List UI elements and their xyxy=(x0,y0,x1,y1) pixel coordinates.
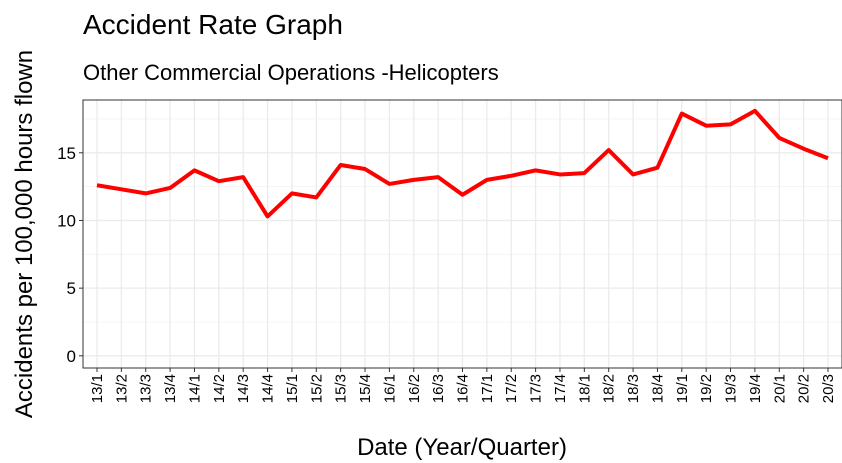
x-tick-label: 20/1 xyxy=(771,374,788,403)
x-tick-label: 19/4 xyxy=(747,374,764,403)
x-tick-label: 17/2 xyxy=(503,374,520,403)
x-tick-label: 20/3 xyxy=(820,374,837,403)
chart-subtitle: Other Commercial Operations -Helicopters xyxy=(83,60,499,85)
y-axis-label: Accidents per 100,000 hours flown xyxy=(11,50,38,418)
chart-title: Accident Rate Graph xyxy=(83,9,343,40)
x-tick-label: 15/2 xyxy=(308,374,325,403)
x-tick-label: 17/4 xyxy=(552,374,569,403)
x-tick-label: 18/2 xyxy=(601,374,618,403)
x-tick-label: 16/1 xyxy=(381,374,398,403)
y-tick-label: 5 xyxy=(67,279,76,298)
x-tick-label: 13/4 xyxy=(162,374,179,403)
x-tick-label: 15/4 xyxy=(357,374,374,403)
x-tick-label: 15/1 xyxy=(284,374,301,403)
x-tick-label: 14/2 xyxy=(211,374,228,403)
y-tick-label: 10 xyxy=(57,211,76,230)
plot-border xyxy=(82,99,842,369)
x-tick-label: 14/1 xyxy=(186,374,203,403)
x-tick-label: 14/3 xyxy=(235,374,252,403)
x-tick-label: 13/2 xyxy=(113,374,130,403)
x-axis-label: Date (Year/Quarter) xyxy=(357,434,567,461)
x-tick-label: 17/3 xyxy=(528,374,545,403)
y-tick-label: 15 xyxy=(57,144,76,163)
x-tick-label: 16/4 xyxy=(455,374,472,403)
line-series xyxy=(96,108,829,219)
x-tick-label: 20/2 xyxy=(796,374,813,403)
x-tick-label: 14/4 xyxy=(260,374,277,403)
x-tick-label: 19/3 xyxy=(723,374,740,403)
x-tick-label: 13/3 xyxy=(138,374,155,403)
x-tick-label: 19/1 xyxy=(674,374,691,403)
x-tick-label: 18/3 xyxy=(625,374,642,403)
x-tick-label: 16/2 xyxy=(406,374,423,403)
x-tick-label: 17/1 xyxy=(479,374,496,403)
x-tick-label: 16/3 xyxy=(430,374,447,403)
x-tick-label: 18/1 xyxy=(576,374,593,403)
x-tick-label: 19/2 xyxy=(698,374,715,403)
x-tick-label: 13/1 xyxy=(89,374,106,403)
x-tick-label: 18/4 xyxy=(649,374,666,403)
x-tick-label: 15/3 xyxy=(333,374,350,403)
y-tick-label: 0 xyxy=(67,347,76,366)
